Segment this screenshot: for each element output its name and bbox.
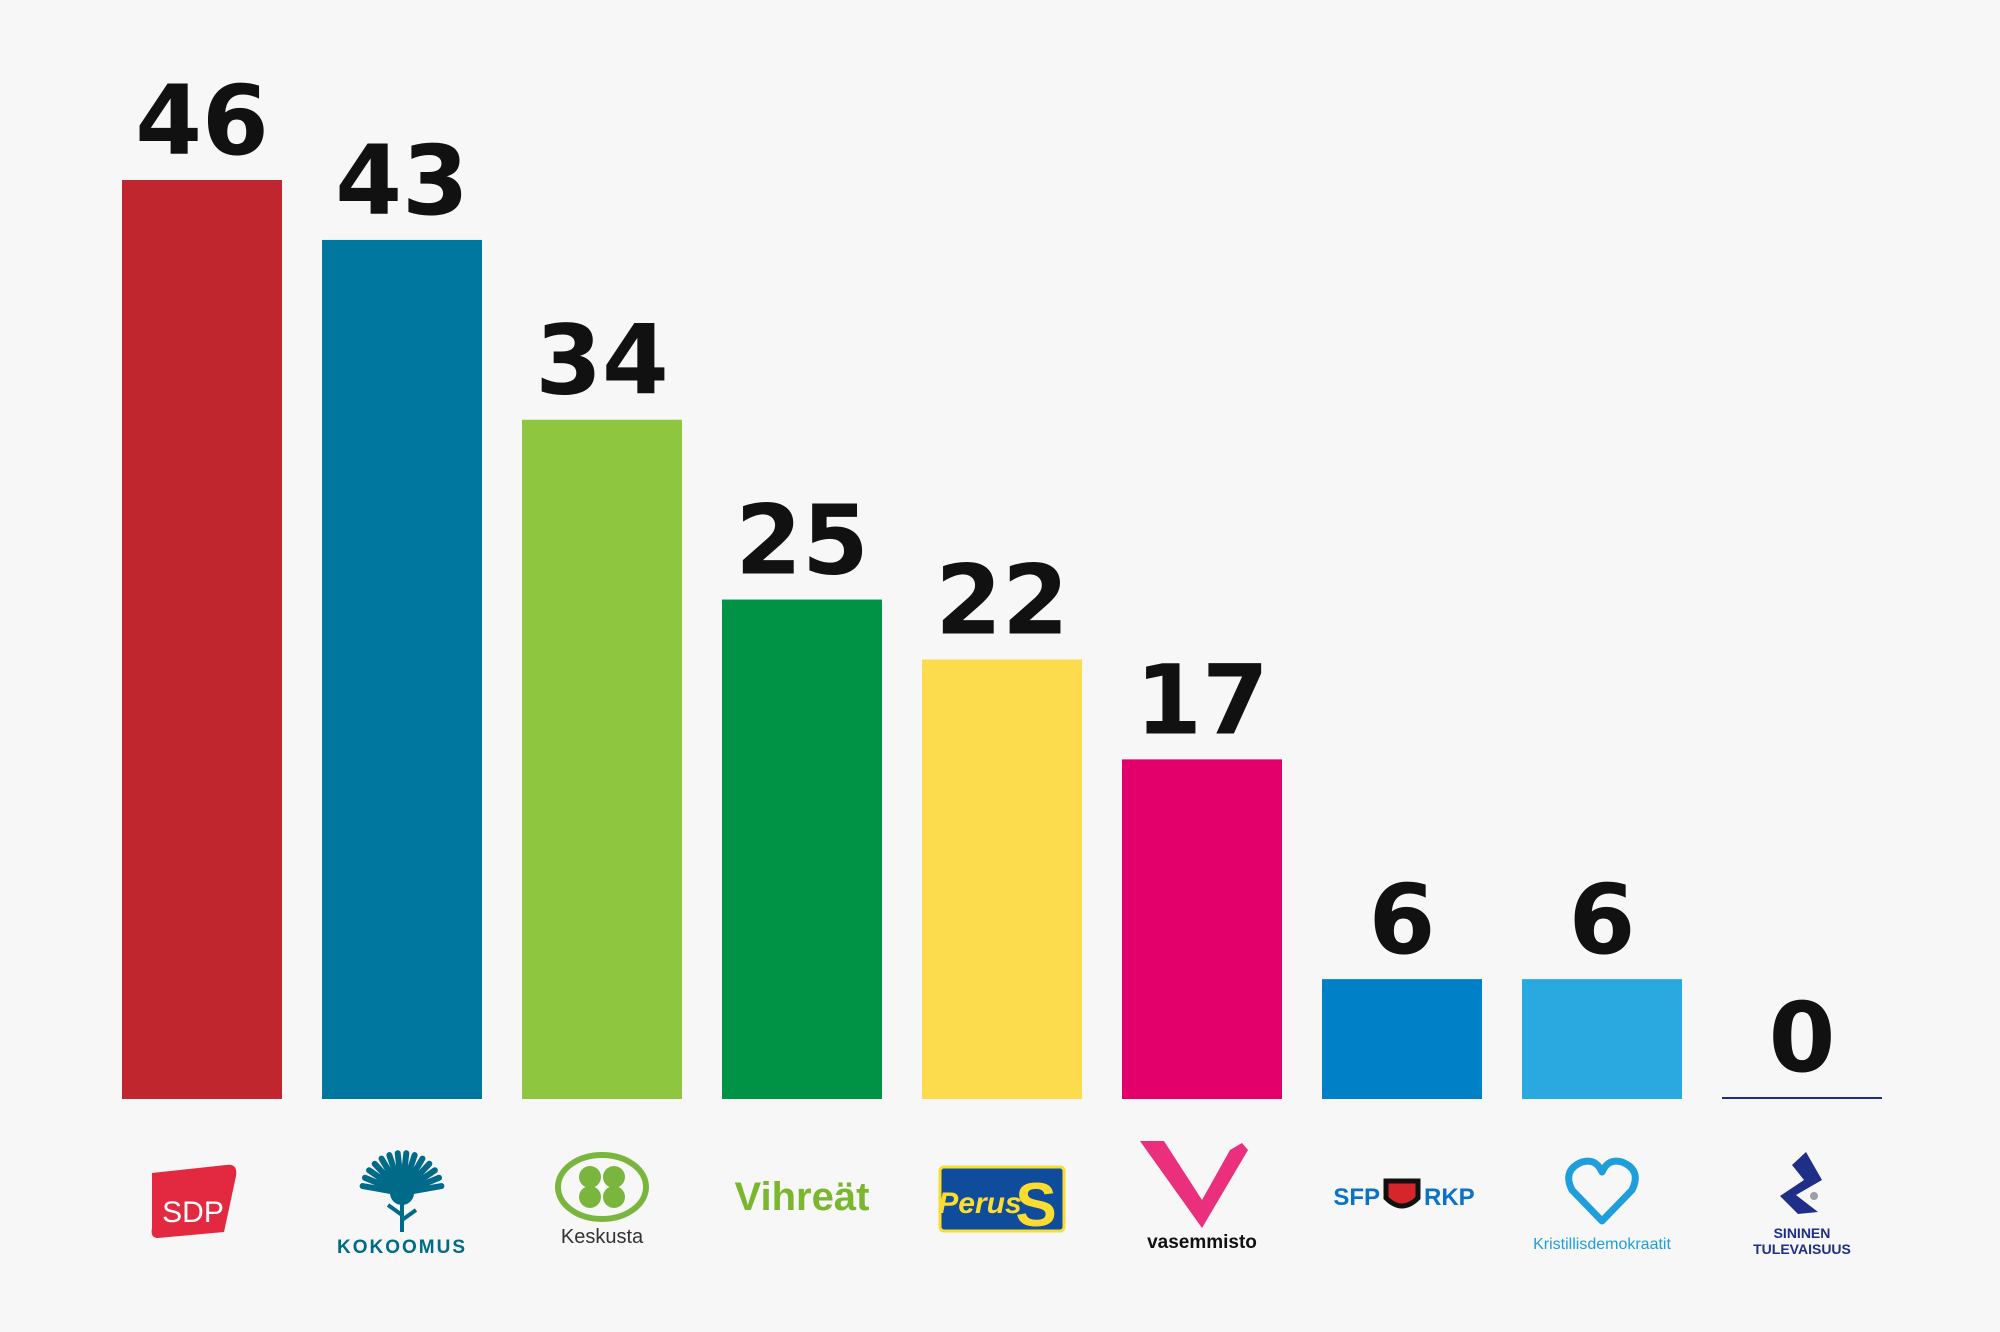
- sdp-logo-text: SDP: [162, 1196, 224, 1229]
- keskusta-logo-text: Keskusta: [561, 1226, 644, 1248]
- peruss-badge-icon: [938, 1165, 1066, 1233]
- bar-6: [1322, 979, 1482, 1099]
- bar-3: [722, 599, 882, 1099]
- logo-6: SFP RKP: [1333, 1178, 1475, 1211]
- kristillisdemokraatit-logo-text: Kristillisdemokraatit: [1533, 1236, 1671, 1253]
- bar-5: [1122, 759, 1282, 1099]
- sininen-logo-text-2: TULEVAISUUS: [1753, 1241, 1851, 1257]
- bar-7: [1522, 979, 1682, 1099]
- value-label-8: 0: [1769, 982, 1836, 1094]
- value-labels-layer: 46 43 34 25 22 17 6 6 0: [135, 65, 1835, 1094]
- rkp-logo-text: RKP: [1424, 1184, 1475, 1211]
- peruss-logo-letter: S: [1015, 1171, 1056, 1240]
- bar-0: [122, 180, 282, 1099]
- bars-layer: [122, 180, 1882, 1099]
- value-label-5: 17: [1135, 644, 1269, 756]
- value-label-2: 34: [535, 305, 669, 417]
- four-leaf-clover-icon: [555, 1152, 649, 1222]
- value-label-4: 22: [935, 544, 1069, 656]
- logo-7: Kristillisdemokraatit: [1533, 1157, 1671, 1253]
- cornflower-icon: [359, 1150, 445, 1232]
- bar-8: [1722, 1097, 1882, 1099]
- peruss-logo-text: Perus: [938, 1187, 1021, 1220]
- value-label-7: 6: [1569, 864, 1636, 976]
- bar-2: [522, 419, 682, 1099]
- kd-heart-icon: [1565, 1157, 1639, 1225]
- sfp-logo-text: SFP: [1333, 1184, 1380, 1211]
- logo-5: vasemmisto: [1140, 1141, 1257, 1253]
- vihreat-logo-text: Vihreät: [735, 1175, 870, 1219]
- value-label-0: 46: [135, 65, 269, 177]
- v-bird-icon: [1140, 1141, 1248, 1228]
- bar-1: [322, 239, 482, 1099]
- value-label-1: 43: [335, 125, 469, 237]
- lion-shield-icon: [1383, 1178, 1421, 1209]
- value-label-3: 25: [735, 485, 869, 597]
- sininen-logo-text-1: SININEN: [1774, 1225, 1831, 1241]
- logo-1: KOKOOMUS: [337, 1150, 467, 1258]
- blue-s-icon: [1780, 1152, 1822, 1214]
- logo-0: SDP: [151, 1164, 237, 1238]
- sdp-logo-icon: [151, 1164, 237, 1238]
- bar-4: [922, 659, 1082, 1099]
- logo-3: Vihreät: [735, 1175, 870, 1219]
- value-label-6: 6: [1369, 864, 1436, 976]
- vasemmisto-logo-text: vasemmisto: [1147, 1232, 1257, 1253]
- kokoomus-logo-text: KOKOOMUS: [337, 1237, 467, 1258]
- logo-2: Keskusta: [555, 1152, 649, 1248]
